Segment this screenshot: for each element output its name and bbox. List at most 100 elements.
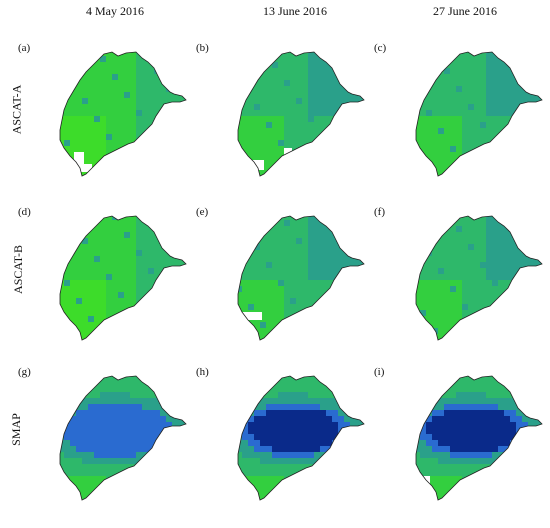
map-cell: [468, 280, 474, 286]
map-cell: [468, 104, 474, 110]
map-cell: [248, 62, 254, 68]
map-cell: [528, 238, 534, 244]
map-cell: [332, 68, 338, 74]
map-cell: [420, 170, 426, 176]
map-cell: [160, 322, 166, 328]
map-cell: [362, 92, 368, 98]
map-cell: [148, 464, 154, 470]
map-cell: [130, 434, 136, 440]
map-cell: [172, 152, 178, 158]
map-cell: [190, 488, 196, 494]
map-cell: [46, 50, 52, 56]
map-cell: [272, 194, 278, 200]
map-cell: [350, 292, 356, 298]
map-cell: [236, 298, 242, 304]
map-cell: [106, 292, 112, 298]
map-cell: [534, 176, 540, 182]
map-cell: [190, 176, 196, 182]
map-cell: [284, 122, 290, 128]
map-cell: [266, 352, 272, 358]
map-cell: [184, 244, 190, 250]
map-cell: [172, 274, 178, 280]
map-cell: [456, 286, 462, 292]
map-cell: [142, 428, 148, 434]
map-cell: [450, 214, 456, 220]
map-cell: [350, 86, 356, 92]
map-cell: [278, 334, 284, 340]
map-cell: [142, 386, 148, 392]
map-cell: [248, 274, 254, 280]
map-cell: [486, 322, 492, 328]
map-cell: [546, 104, 550, 110]
map-cell: [106, 310, 112, 316]
map-cell: [492, 262, 498, 268]
map-cell: [76, 128, 82, 134]
map-cell: [432, 140, 438, 146]
map-cell: [260, 92, 266, 98]
map-cell: [522, 104, 528, 110]
map-cell: [112, 200, 118, 206]
map-cell: [230, 358, 236, 364]
map-cell: [88, 176, 94, 182]
map-cell: [94, 104, 100, 110]
map-cell: [202, 380, 208, 386]
map-cell: [540, 328, 546, 334]
map-cell: [118, 346, 124, 352]
map-cell: [546, 238, 550, 244]
map-cell: [190, 392, 196, 398]
map-cell: [58, 428, 64, 434]
map-cell: [492, 250, 498, 256]
map-cell: [426, 358, 432, 364]
map-cell: [504, 104, 510, 110]
map-cell: [468, 208, 474, 214]
map-cell: [184, 374, 190, 380]
map-cell: [94, 256, 100, 262]
map-cell: [106, 200, 112, 206]
map-cell: [320, 214, 326, 220]
map-cell: [486, 286, 492, 292]
map-cell: [190, 194, 196, 200]
map-cell: [356, 244, 362, 250]
map-cell: [64, 110, 70, 116]
map-cell: [202, 464, 208, 470]
map-cell: [266, 56, 272, 62]
map-cell: [314, 268, 320, 274]
map-cell: [320, 340, 326, 346]
map-cell: [278, 346, 284, 352]
map-cell: [290, 304, 296, 310]
map-cell: [510, 140, 516, 146]
map-cell: [498, 340, 504, 346]
map-cell: [356, 298, 362, 304]
map-cell: [184, 446, 190, 452]
map-cell: [516, 116, 522, 122]
map-cell: [402, 128, 408, 134]
map-cell: [136, 238, 142, 244]
map-cell: [142, 256, 148, 262]
map-cell: [112, 440, 118, 446]
map-cell: [46, 56, 52, 62]
map-cell: [308, 238, 314, 244]
map-cell: [136, 358, 142, 364]
map-cell: [136, 152, 142, 158]
map-cell: [272, 146, 278, 152]
map-cell: [154, 68, 160, 74]
map-cell: [338, 116, 344, 122]
map-cell: [534, 292, 540, 298]
map-cell: [236, 292, 242, 298]
map-cell: [160, 274, 166, 280]
map-cell: [272, 346, 278, 352]
map-cell: [202, 68, 208, 74]
map-cell: [58, 238, 64, 244]
map-cell: [88, 86, 94, 92]
map-cell: [154, 476, 160, 482]
map-cell: [492, 316, 498, 322]
map-cell: [368, 316, 374, 322]
map-cell: [148, 470, 154, 476]
map-cell: [438, 134, 444, 140]
map-cell: [450, 74, 456, 80]
map-cell: [468, 358, 474, 364]
map-cell: [284, 80, 290, 86]
map-cell: [112, 140, 118, 146]
map-cell: [546, 340, 550, 346]
map-cell: [320, 280, 326, 286]
